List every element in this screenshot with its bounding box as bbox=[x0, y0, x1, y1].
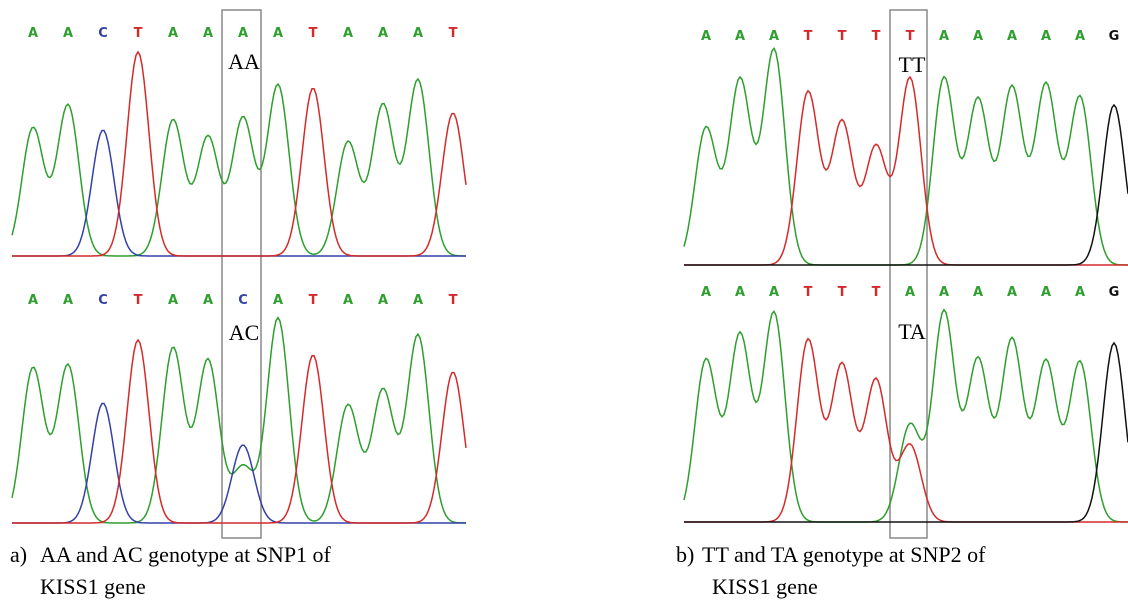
base-call: T bbox=[872, 285, 881, 300]
trace bbox=[12, 131, 466, 257]
base-call: A bbox=[343, 26, 353, 41]
base-call: T bbox=[309, 26, 318, 41]
base-call: A bbox=[28, 293, 38, 308]
base-call: T bbox=[309, 293, 318, 308]
base-call: T bbox=[804, 285, 813, 300]
figure: a) AA and AC genotype at SNP1 of KISS1 g… bbox=[0, 0, 1128, 606]
base-call: G bbox=[1109, 285, 1120, 300]
trace bbox=[684, 48, 1128, 265]
base-call: A bbox=[939, 285, 949, 300]
base-call: A bbox=[168, 26, 178, 41]
base-call: T bbox=[872, 29, 881, 44]
genotype-label: TT bbox=[899, 52, 926, 77]
caption-label: b) bbox=[676, 542, 694, 567]
base-call: A bbox=[378, 293, 388, 308]
base-call: T bbox=[838, 285, 847, 300]
base-call: A bbox=[735, 285, 745, 300]
genotype-label: TA bbox=[898, 319, 926, 344]
base-call: A bbox=[973, 285, 983, 300]
base-call: T bbox=[134, 26, 143, 41]
base-call: A bbox=[28, 26, 38, 41]
base-call: A bbox=[63, 26, 73, 41]
base-call: G bbox=[1109, 29, 1120, 44]
base-call: A bbox=[1041, 285, 1051, 300]
trace bbox=[12, 404, 466, 524]
trace bbox=[12, 52, 466, 256]
base-call: T bbox=[449, 293, 458, 308]
caption: KISS1 gene bbox=[712, 574, 818, 599]
base-call: C bbox=[238, 293, 248, 308]
caption: AA and AC genotype at SNP1 of bbox=[40, 542, 332, 567]
trace bbox=[12, 79, 466, 256]
base-call: A bbox=[769, 29, 779, 44]
snp-box bbox=[222, 10, 261, 538]
caption: KISS1 gene bbox=[40, 574, 146, 599]
base-call: T bbox=[906, 29, 915, 44]
genotype-label: AC bbox=[229, 320, 260, 345]
base-call: A bbox=[168, 293, 178, 308]
caption: TT and TA genotype at SNP2 of bbox=[702, 542, 986, 567]
trace bbox=[12, 318, 466, 523]
base-call: A bbox=[973, 29, 983, 44]
genotype-label: AA bbox=[228, 49, 260, 74]
base-call: A bbox=[1007, 29, 1017, 44]
base-call: A bbox=[63, 293, 73, 308]
base-call: A bbox=[701, 285, 711, 300]
base-call: C bbox=[98, 293, 108, 308]
base-call: A bbox=[378, 26, 388, 41]
base-call: A bbox=[939, 29, 949, 44]
base-call: A bbox=[1075, 29, 1085, 44]
base-call: A bbox=[1041, 29, 1051, 44]
trace bbox=[684, 77, 1128, 265]
base-call: A bbox=[735, 29, 745, 44]
base-call: A bbox=[1075, 285, 1085, 300]
base-call: T bbox=[804, 29, 813, 44]
base-call: A bbox=[769, 285, 779, 300]
base-call: A bbox=[203, 293, 213, 308]
base-call: T bbox=[838, 29, 847, 44]
base-call: C bbox=[98, 26, 108, 41]
base-call: A bbox=[701, 29, 711, 44]
base-call: A bbox=[343, 293, 353, 308]
base-call: A bbox=[203, 26, 213, 41]
base-call: A bbox=[413, 293, 423, 308]
base-call: A bbox=[273, 26, 283, 41]
base-call: A bbox=[273, 293, 283, 308]
base-call: A bbox=[413, 26, 423, 41]
base-call: A bbox=[238, 26, 248, 41]
base-call: A bbox=[1007, 285, 1017, 300]
base-call: T bbox=[449, 26, 458, 41]
base-call: T bbox=[134, 293, 143, 308]
caption-label: a) bbox=[10, 542, 27, 567]
base-call: A bbox=[905, 285, 915, 300]
